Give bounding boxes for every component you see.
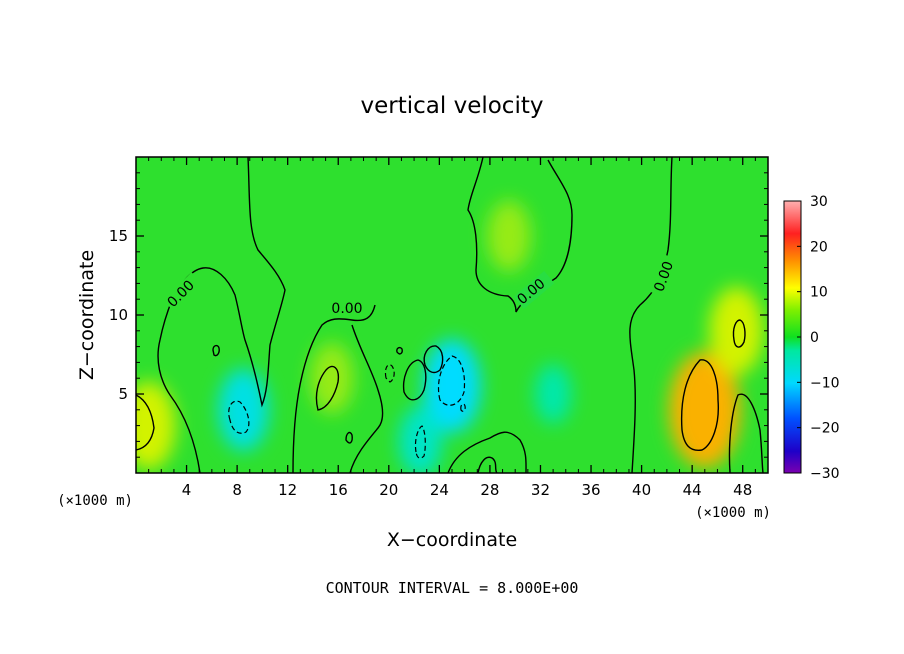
- contour-labels: 0.00 0.00 0.00 0.00: [163, 254, 680, 317]
- contour-lines-negative: [228, 355, 466, 459]
- chart-title: vertical velocity: [361, 93, 544, 119]
- contour-line: [467, 157, 573, 313]
- x-tick-label: 44: [683, 481, 702, 499]
- contour-lines: [136, 157, 764, 473]
- x-unit-left: (×1000 m): [57, 493, 133, 509]
- field-feature: [423, 339, 481, 433]
- x-axis-ticks: 4 8 12 16 20 24 28 32 36 40 44 48: [148, 157, 756, 499]
- colorbar-ticks: 30 20 10 0 −10 −20 −30: [797, 194, 840, 482]
- contour-line: [680, 359, 719, 452]
- colorbar-tick-label: −30: [810, 466, 840, 482]
- field-feature: [487, 200, 531, 272]
- contour-line: [292, 304, 376, 473]
- x-tick-label: 48: [733, 481, 752, 499]
- contour-line: [315, 365, 340, 411]
- x-tick-label: 12: [278, 481, 297, 499]
- x-tick-label: 36: [581, 481, 600, 499]
- colorbar-tick-label: 30: [810, 194, 828, 210]
- x-tick-label: 8: [232, 481, 242, 499]
- x-tick-label: 24: [430, 481, 449, 499]
- contour-line: [345, 431, 353, 444]
- field-feature: [709, 286, 764, 375]
- x-tick-label: 40: [632, 481, 651, 499]
- contour-line: [460, 403, 466, 412]
- contour-line: [402, 359, 427, 401]
- contour-line: [349, 324, 384, 473]
- heatmap-field: 0.00 0.00 0.00 0.00: [136, 157, 768, 473]
- y-tick-label: 15: [109, 227, 128, 245]
- contour-line: [384, 364, 395, 383]
- x-tick-label: 28: [480, 481, 499, 499]
- x-tick-label: 16: [329, 481, 348, 499]
- x-unit-right: (×1000 m): [695, 505, 771, 521]
- field-feature: [310, 342, 354, 414]
- field-feature: [534, 364, 572, 424]
- contour-interval-note: CONTOUR INTERVAL = 8.000E+00: [326, 579, 579, 597]
- contour-line: [414, 425, 426, 459]
- contour-line: [437, 355, 466, 406]
- contour-line: [212, 344, 220, 357]
- contour-line: [728, 393, 764, 473]
- colorbar-tick-label: 0: [810, 330, 819, 346]
- x-tick-label: 32: [531, 481, 550, 499]
- contour-label: 0.00: [331, 301, 362, 317]
- contour-line: [228, 400, 250, 434]
- field-feature: [136, 381, 176, 470]
- colorbar-tick-label: −10: [810, 375, 840, 391]
- field-feature: [398, 406, 443, 473]
- contour-line: [629, 157, 673, 473]
- y-tick-label: 10: [109, 306, 128, 324]
- field-feature: [218, 368, 269, 451]
- x-axis-label: X−coordinate: [387, 529, 517, 551]
- contour-line: [396, 346, 403, 355]
- x-tick-label: 4: [182, 481, 192, 499]
- contour-line: [157, 157, 286, 473]
- colorbar-tick-label: 20: [810, 239, 828, 255]
- contour-line: [447, 431, 527, 473]
- contour-line: [477, 456, 498, 473]
- y-tick-label: 5: [118, 385, 128, 403]
- y-axis-ticks: 5 10 15: [109, 172, 768, 458]
- contour-line: [732, 319, 746, 348]
- contour-line: [423, 345, 444, 374]
- colorbar-tick-label: 10: [810, 285, 828, 301]
- x-tick-label: 20: [379, 481, 398, 499]
- contour-line: [136, 394, 155, 451]
- colorbar-tick-label: −20: [810, 421, 840, 437]
- y-axis-label: Z−coordinate: [76, 250, 98, 380]
